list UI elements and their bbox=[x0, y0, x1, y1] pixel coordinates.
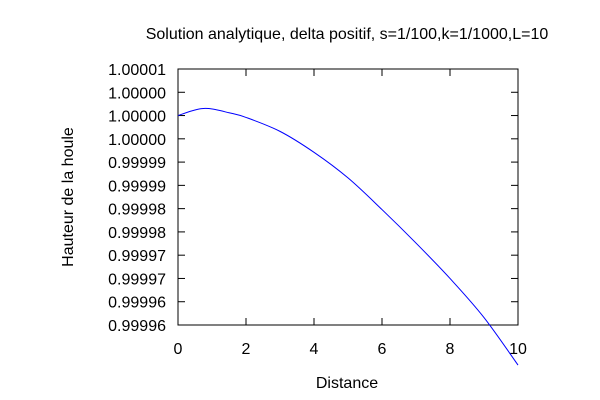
y-tick-label: 0.99996 bbox=[108, 318, 166, 335]
plot-border bbox=[177, 68, 519, 326]
x-tick-label: 0 bbox=[174, 341, 183, 358]
y-tick-label: 0.99996 bbox=[108, 295, 166, 312]
y-tick-label: 0.99998 bbox=[108, 225, 166, 242]
y-axis: 0.99996 0.99996 0.99997 0.99997 0.99998 0.999… bbox=[108, 62, 518, 335]
y-tick-label: 1.00000 bbox=[108, 132, 166, 149]
y-tick-label: 1.00000 bbox=[108, 85, 166, 102]
x-tick-label: 10 bbox=[509, 341, 527, 358]
series-line-0 bbox=[177, 107, 519, 366]
y-tick-label: 0.99999 bbox=[108, 155, 166, 172]
x-axis-label: Distance bbox=[316, 375, 378, 392]
y-tick-label: 1.00000 bbox=[108, 109, 166, 126]
x-tick-label: 8 bbox=[446, 341, 455, 358]
x-axis: 0 2 4 6 8 10 bbox=[174, 69, 527, 358]
y-tick-label: 0.99999 bbox=[108, 178, 166, 195]
y-tick-label: 1.00001 bbox=[108, 62, 166, 79]
y-tick-label: 0.99997 bbox=[108, 271, 166, 288]
series-layer bbox=[177, 107, 519, 366]
x-tick-label: 4 bbox=[310, 341, 319, 358]
y-axis-label: Hauteur de la houle bbox=[60, 127, 77, 267]
x-tick-label: 2 bbox=[242, 341, 251, 358]
chart-title: Solution analytique, delta positif, s=1/… bbox=[146, 26, 549, 43]
plot-area bbox=[177, 68, 519, 326]
y-tick-label: 0.99997 bbox=[108, 248, 166, 265]
y-tick-label: 0.99998 bbox=[108, 202, 166, 219]
x-tick-label: 6 bbox=[378, 341, 387, 358]
